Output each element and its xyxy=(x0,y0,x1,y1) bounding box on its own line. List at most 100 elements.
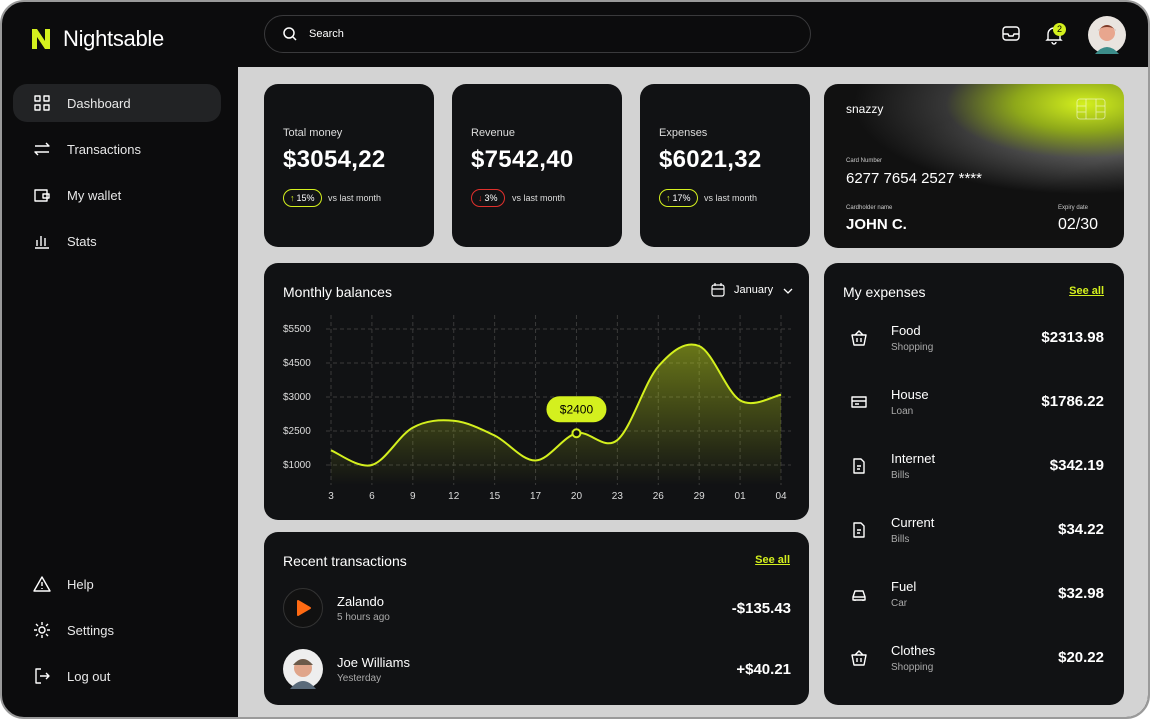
change-note: vs last month xyxy=(328,193,382,203)
chevron-icon[interactable] xyxy=(783,287,793,295)
change-value: 15% xyxy=(296,193,315,203)
area xyxy=(331,344,781,485)
expense-amount: $34.22 xyxy=(1058,521,1104,538)
expense-category: Shopping xyxy=(891,342,934,353)
inbox-icon[interactable] xyxy=(1001,25,1021,43)
nav-item[interactable]: Dashboard xyxy=(13,84,221,122)
expense-icon xyxy=(850,329,868,352)
expense-name: Fuel xyxy=(891,579,917,594)
see-all-link[interactable]: See all xyxy=(1069,285,1104,297)
transaction-time: 5 hours ago xyxy=(337,612,390,623)
stat-label: Expenses xyxy=(659,127,708,139)
y-tick-label: $5500 xyxy=(283,324,311,335)
x-tick-label: 17 xyxy=(530,491,542,502)
calendar-icon xyxy=(711,283,725,297)
notification-badge: 2 xyxy=(1053,23,1066,36)
stat-label: Total money xyxy=(283,127,343,139)
x-tick-label: 15 xyxy=(489,491,501,502)
recent-transactions-panel: Recent transactions See all Zalando 5 hou… xyxy=(264,532,809,705)
panel-title: Recent transactions xyxy=(283,553,407,569)
expense-name: Current xyxy=(891,515,935,530)
x-tick-label: 23 xyxy=(612,491,624,502)
change-note: vs last month xyxy=(704,193,758,203)
search-placeholder: Search xyxy=(309,28,344,40)
logo-mark xyxy=(32,29,50,49)
expense-category: Bills xyxy=(891,470,910,481)
x-tick-label: 9 xyxy=(410,491,416,502)
expenses-panel: My expenses See all Food Shopping $2313.98… xyxy=(824,263,1124,705)
expense-icon xyxy=(850,393,868,416)
card-holder: JOHN C. xyxy=(846,216,907,233)
line-chart: $1000 $2500 $3000 $4500 $5500 3 6 9 12 15 17 20 23 26… xyxy=(283,315,791,502)
avatar[interactable] xyxy=(1088,16,1126,54)
panel-title: My expenses xyxy=(843,284,926,300)
icon xyxy=(851,650,867,666)
stat-label: Revenue xyxy=(471,127,516,139)
expense-category: Car xyxy=(891,598,908,609)
nav-label: Transactions xyxy=(67,141,141,157)
change-pill: ↑ 17% xyxy=(659,189,698,207)
stat-amount: $6021,32 xyxy=(659,146,762,173)
transaction-name: Joe Williams xyxy=(337,655,410,670)
transaction-amount: -$135.43 xyxy=(731,600,791,617)
nav-item[interactable]: My wallet xyxy=(13,176,221,214)
expense-amount: $20.22 xyxy=(1058,649,1104,666)
change-value: 17% xyxy=(672,193,691,203)
icon xyxy=(853,458,865,474)
nav-label: Stats xyxy=(67,233,97,249)
see-all-link[interactable]: See all xyxy=(755,554,790,566)
transaction-icon xyxy=(283,649,323,694)
expense-amount: $32.98 xyxy=(1058,585,1104,602)
expense-name: House xyxy=(891,387,929,402)
x-tick-label: 29 xyxy=(694,491,706,502)
card-chip xyxy=(1076,98,1106,120)
icon xyxy=(33,576,51,592)
month-select[interactable]: January xyxy=(734,284,774,296)
expense-name: Food xyxy=(891,323,921,338)
expense-amount: $1786.22 xyxy=(1041,393,1104,410)
icon xyxy=(35,236,49,249)
trend-arrow: ↑ xyxy=(666,193,671,203)
icon xyxy=(853,522,865,538)
icon xyxy=(851,396,867,408)
nav-label: My wallet xyxy=(67,187,122,203)
expense-name: Clothes xyxy=(891,643,936,658)
nav-label: Log out xyxy=(67,668,111,684)
stat-card: Expenses $6021,32 ↑ 17% vs last month xyxy=(640,84,810,247)
x-tick-label: 3 xyxy=(328,491,334,502)
change-pill: ↓ 3% xyxy=(471,189,505,207)
icon xyxy=(34,189,50,202)
x-tick-label: 12 xyxy=(448,491,460,502)
search-icon xyxy=(283,27,297,41)
x-tick-label: 26 xyxy=(653,491,665,502)
merchant-logo xyxy=(283,588,323,628)
x-tick-label: 01 xyxy=(735,491,747,502)
trend-arrow: ↑ xyxy=(290,193,295,203)
change-pill: ↑ 15% xyxy=(283,189,322,207)
change-note: vs last month xyxy=(512,193,566,203)
y-tick-label: $3000 xyxy=(283,392,311,403)
expense-name: Internet xyxy=(891,451,936,466)
card-number: 6277 7654 2527 **** xyxy=(846,170,982,187)
stat-amount: $3054,22 xyxy=(283,146,386,173)
brand: Nightsable xyxy=(63,26,164,51)
x-tick-label: 04 xyxy=(775,491,787,502)
nav-item[interactable]: Help xyxy=(13,565,221,603)
nav-item[interactable]: Transactions xyxy=(13,130,221,168)
change-value: 3% xyxy=(484,193,498,203)
stat-card: Total money $3054,22 ↑ 15% vs last month xyxy=(264,84,434,247)
icon xyxy=(35,668,50,684)
nav-item[interactable]: Log out xyxy=(13,657,221,695)
search-box[interactable]: Search xyxy=(264,15,811,53)
nav-item[interactable]: Stats xyxy=(13,222,221,260)
tooltip-bg xyxy=(546,396,607,423)
nav-item[interactable]: Settings xyxy=(13,611,221,649)
credit-card[interactable]: snazzy Card Number 6277 7654 2527 **** C… xyxy=(824,84,1124,248)
expense-icon xyxy=(850,649,868,672)
trend-arrow: ↓ xyxy=(478,193,483,203)
expiry-date: 02/30 xyxy=(1058,216,1099,233)
value-label: $2400 xyxy=(560,402,594,416)
nav-label: Dashboard xyxy=(67,95,131,111)
stat-card: Revenue $7542,40 ↓ 3% vs last month xyxy=(452,84,622,247)
transaction-amount: +$40.21 xyxy=(736,661,791,678)
